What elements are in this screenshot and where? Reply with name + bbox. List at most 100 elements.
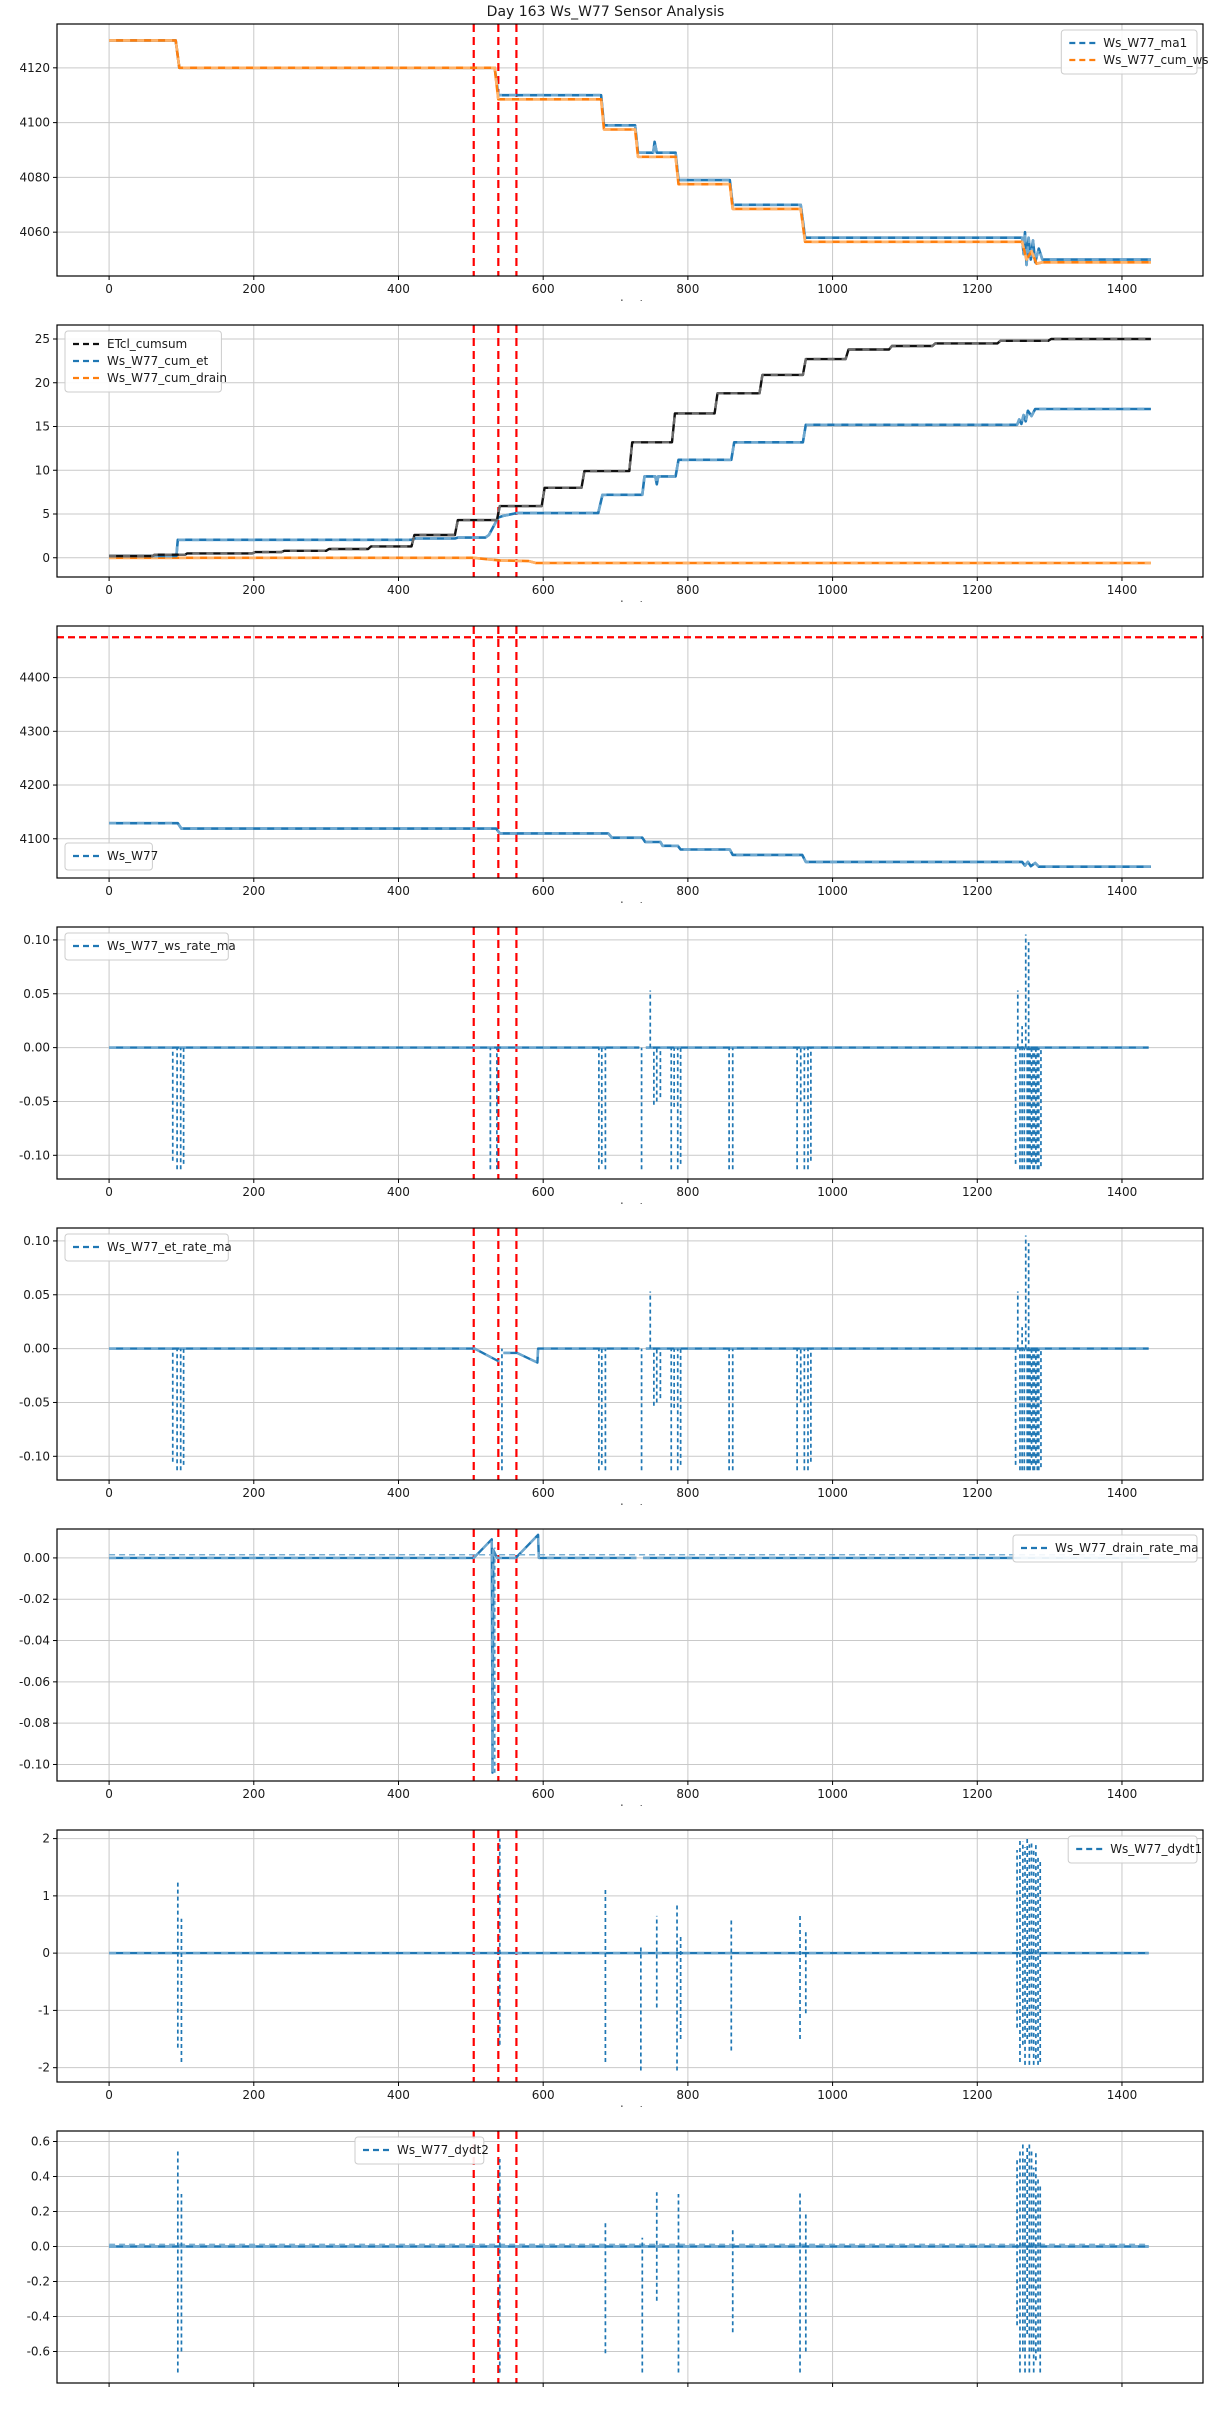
- svg-text:1000: 1000: [817, 884, 848, 898]
- svg-text:1400: 1400: [1107, 884, 1138, 898]
- figure-title: Day 163 Ws_W77 Sensor Analysis: [486, 4, 725, 20]
- svg-text:800: 800: [676, 583, 699, 597]
- svg-text:400: 400: [387, 1486, 410, 1500]
- svg-text:800: 800: [676, 1185, 699, 1199]
- svg-text:1000: 1000: [817, 282, 848, 296]
- y-tick-label: -0.08: [19, 1716, 50, 1730]
- svg-text:1400: 1400: [1107, 1486, 1138, 1500]
- y-tick-label: -0.6: [27, 2345, 50, 2359]
- y-tick-label: 0.10: [23, 933, 50, 947]
- svg-text:1200: 1200: [962, 2389, 993, 2391]
- svg-text:1400: 1400: [1107, 583, 1138, 597]
- y-tick-label: 4100: [19, 832, 50, 846]
- svg-text:400: 400: [387, 1787, 410, 1801]
- svg-text:0: 0: [105, 884, 113, 898]
- y-tick-label: 4100: [19, 116, 50, 130]
- legend: Ws_W77_ma1 Ws_W77_cum_ws: [1060, 29, 1209, 75]
- y-tick-label: 0: [42, 1946, 50, 1960]
- y-tick-label: 2: [42, 1832, 50, 1846]
- subplot-drain-rate-ma: 0 200 400 600 800 1000 1200 1400 0.00 -0.02 -0.04 -…: [19, 1528, 1204, 1806]
- legend-label: Ws_W77_et_rate_ma: [107, 1240, 232, 1254]
- legend: Ws_W77_dydt1: [1067, 1835, 1202, 1864]
- svg-text:200: 200: [242, 1486, 265, 1500]
- x-axis-label: minute: [608, 1200, 652, 1204]
- svg-text:0: 0: [105, 1185, 113, 1199]
- y-tick-label: 25: [35, 332, 50, 346]
- svg-text:600: 600: [532, 282, 555, 296]
- svg-text:1200: 1200: [962, 2088, 993, 2102]
- y-tick-label: 0.0: [31, 2240, 50, 2254]
- svg-text:0: 0: [105, 2389, 113, 2391]
- svg-text:600: 600: [532, 583, 555, 597]
- svg-text:400: 400: [387, 282, 410, 296]
- legend-label: Ws_W77_ma1: [1103, 36, 1187, 50]
- subplot-dydt2: 0 200 400 600 800 1000 1200 1400 0.6 0.4 0.2 0.0 -0.…: [27, 2130, 1204, 2391]
- svg-text:800: 800: [676, 2389, 699, 2391]
- svg-text:1200: 1200: [962, 282, 993, 296]
- legend-label: ETcl_cumsum: [107, 337, 187, 351]
- svg-text:1400: 1400: [1107, 1185, 1138, 1199]
- svg-text:400: 400: [387, 583, 410, 597]
- y-tick-label: 0.2: [31, 2205, 50, 2219]
- legend: Ws_W77_et_rate_ma: [64, 1233, 232, 1262]
- y-tick-label: -0.06: [19, 1675, 50, 1689]
- x-axis-label: minute: [608, 1501, 652, 1505]
- y-tick-label: -0.05: [19, 1395, 50, 1409]
- svg-text:800: 800: [676, 1787, 699, 1801]
- subplot-cumulatives: 0 200 400 600 800 1000 1200 1400 0 5 10 15 20 25 minut…: [35, 324, 1204, 602]
- svg-text:200: 200: [242, 282, 265, 296]
- svg-text:1000: 1000: [817, 1185, 848, 1199]
- subplot-ws-rate-ma: 0 200 400 600 800 1000 1200 1400 0.10 0.05 0.00 -0.…: [19, 926, 1204, 1204]
- svg-text:200: 200: [242, 2389, 265, 2391]
- svg-text:600: 600: [532, 2088, 555, 2102]
- svg-text:1200: 1200: [962, 1486, 993, 1500]
- y-tick-label: 0.05: [23, 987, 50, 1001]
- legend: Ws_W77_dydt2: [354, 2136, 489, 2165]
- legend-label: Ws_W77_dydt1: [1110, 1842, 1202, 1856]
- y-tick-label: 0.10: [23, 1234, 50, 1248]
- y-tick-label: 4060: [19, 225, 50, 239]
- svg-text:200: 200: [242, 2088, 265, 2102]
- x-axis-label: minute: [608, 1802, 652, 1806]
- svg-text:800: 800: [676, 884, 699, 898]
- svg-text:600: 600: [532, 1486, 555, 1500]
- legend-label: Ws_W77_cum_drain: [107, 371, 227, 385]
- y-tick-label: 0.6: [31, 2135, 50, 2149]
- y-tick-label: -0.02: [19, 1592, 50, 1606]
- subplot-et-rate-ma: 0 200 400 600 800 1000 1200 1400 0.10 0.05 0.00 -0.…: [19, 1227, 1204, 1505]
- legend: ETcl_cumsum Ws_W77_cum_et Ws_W77_cum_drain: [64, 330, 227, 393]
- svg-text:600: 600: [532, 2389, 555, 2391]
- y-tick-label: -0.2: [27, 2275, 50, 2289]
- y-tick-label: 0.05: [23, 1288, 50, 1302]
- svg-text:800: 800: [676, 282, 699, 296]
- y-tick-label: 0: [42, 551, 50, 565]
- series-Ws_W77_cum_drain: [109, 556, 1151, 565]
- svg-text:1000: 1000: [817, 1486, 848, 1500]
- svg-text:400: 400: [387, 2088, 410, 2102]
- y-tick-label: -0.10: [19, 1449, 50, 1463]
- y-tick-label: -0.10: [19, 1148, 50, 1162]
- svg-text:1000: 1000: [817, 1787, 848, 1801]
- svg-text:1400: 1400: [1107, 2389, 1138, 2391]
- y-tick-label: 0.00: [23, 1342, 50, 1356]
- legend-label: Ws_W77_drain_rate_ma: [1055, 1541, 1199, 1555]
- svg-text:1200: 1200: [962, 1185, 993, 1199]
- svg-text:0: 0: [105, 1787, 113, 1801]
- y-tick-label: 10: [35, 463, 50, 477]
- legend-label: Ws_W77: [107, 849, 158, 863]
- series-Ws_W77_et_rate_ma: [503, 1347, 640, 1364]
- svg-text:1200: 1200: [962, 1787, 993, 1801]
- x-axis-label: minute: [608, 899, 652, 903]
- y-tick-label: 4300: [19, 724, 50, 738]
- svg-text:1000: 1000: [817, 2088, 848, 2102]
- svg-text:1400: 1400: [1107, 282, 1138, 296]
- svg-text:600: 600: [532, 1185, 555, 1199]
- y-tick-label: 0.4: [31, 2170, 50, 2184]
- svg-text:400: 400: [387, 2389, 410, 2391]
- svg-text:1000: 1000: [817, 2389, 848, 2391]
- y-tick-label: -0.4: [27, 2310, 50, 2324]
- y-tick-label: 15: [35, 420, 50, 434]
- legend-label: Ws_W77_cum_et: [107, 354, 209, 368]
- y-tick-label: 4400: [19, 671, 50, 685]
